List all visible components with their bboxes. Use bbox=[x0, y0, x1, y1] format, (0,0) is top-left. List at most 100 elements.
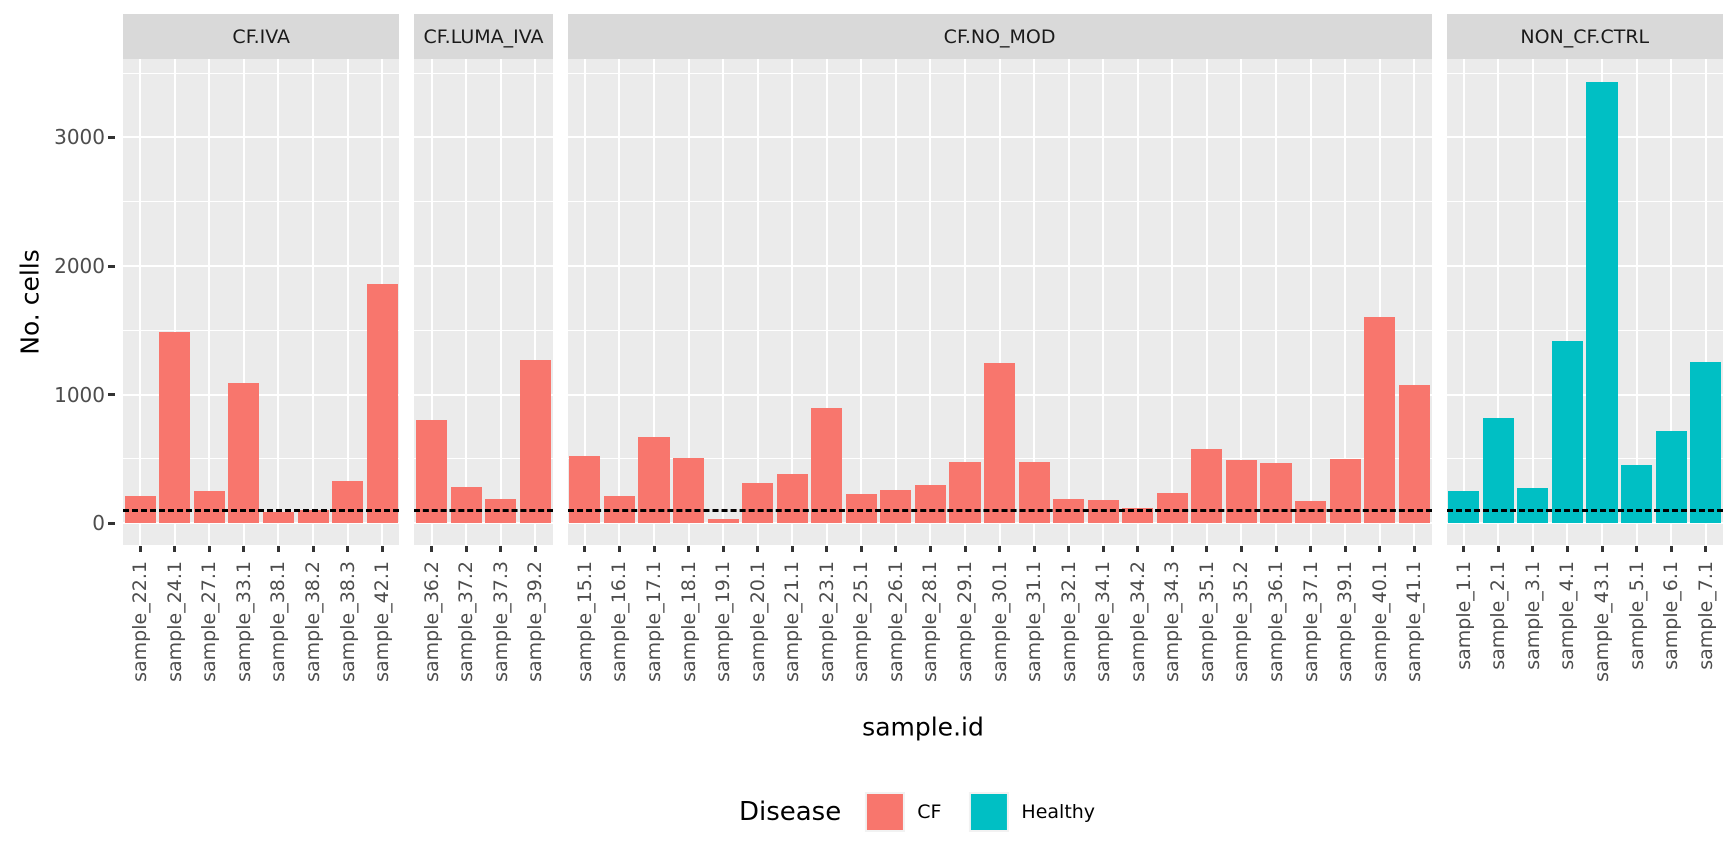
bar-sample_26.1 bbox=[880, 490, 912, 524]
x-tick-mark bbox=[1239, 546, 1243, 552]
bar-sample_27.1 bbox=[193, 491, 225, 524]
x-tick-label: sample_34.1 bbox=[1092, 561, 1115, 682]
bar-sample_7.1 bbox=[1690, 362, 1722, 524]
x-tick-label: sample_26.1 bbox=[884, 561, 907, 682]
x-major-gridline bbox=[825, 59, 828, 545]
x-tick-label: sample_24.1 bbox=[163, 561, 186, 682]
x-tick-label: sample_4.1 bbox=[1556, 561, 1579, 670]
x-major-gridline bbox=[964, 59, 967, 545]
x-major-gridline bbox=[1531, 59, 1534, 545]
x-major-gridline bbox=[1275, 59, 1278, 545]
major-gridline bbox=[1446, 393, 1723, 396]
x-tick-label: sample_22.1 bbox=[129, 561, 152, 682]
bar-sample_4.1 bbox=[1551, 340, 1584, 524]
bar-sample_35.2 bbox=[1225, 460, 1258, 524]
x-tick-label: sample_21.1 bbox=[781, 561, 804, 682]
x-tick-mark bbox=[1378, 546, 1382, 552]
major-gridline bbox=[1446, 265, 1723, 267]
bar-sample_38.1 bbox=[262, 511, 295, 524]
minor-gridline bbox=[1446, 329, 1723, 331]
major-gridline bbox=[414, 393, 553, 396]
y-tick-mark bbox=[108, 393, 115, 397]
bar-sample_33.1 bbox=[228, 383, 260, 524]
x-tick-mark bbox=[1412, 546, 1416, 552]
x-tick-mark bbox=[242, 546, 246, 552]
x-major-gridline bbox=[1136, 59, 1139, 545]
bar-sample_39.2 bbox=[519, 359, 551, 524]
x-major-gridline bbox=[499, 59, 502, 545]
threshold-dashed-line bbox=[414, 508, 553, 512]
x-tick-label: sample_33.1 bbox=[232, 561, 255, 682]
x-major-gridline bbox=[312, 59, 315, 545]
minor-gridline bbox=[414, 329, 553, 331]
x-major-gridline bbox=[722, 59, 725, 545]
y-tick-label: 3000 bbox=[54, 125, 105, 150]
facet-strip-label: CF.LUMA_IVA bbox=[423, 25, 544, 48]
x-major-gridline bbox=[1067, 59, 1070, 545]
x-major-gridline bbox=[534, 59, 537, 545]
threshold-dashed-line bbox=[567, 508, 1432, 512]
y-tick-mark bbox=[108, 264, 115, 268]
bar-sample_5.1 bbox=[1621, 464, 1653, 524]
x-tick-label: sample_18.1 bbox=[677, 561, 700, 682]
x-major-gridline bbox=[894, 59, 897, 545]
x-tick-label: sample_25.1 bbox=[850, 561, 873, 682]
major-gridline bbox=[123, 265, 400, 267]
x-tick-label: sample_42.1 bbox=[371, 561, 394, 682]
y-tick-mark bbox=[108, 135, 115, 139]
x-tick-mark bbox=[464, 546, 468, 552]
legend-label: CF bbox=[917, 801, 942, 823]
minor-gridline bbox=[1446, 201, 1723, 203]
bar-sample_38.2 bbox=[297, 510, 329, 524]
bar-sample_18.1 bbox=[673, 457, 705, 524]
major-gridline bbox=[123, 136, 400, 139]
y-tick-label: 1000 bbox=[54, 382, 105, 407]
legend-key bbox=[865, 792, 906, 832]
legend-swatch-CF bbox=[867, 794, 904, 830]
y-tick-mark bbox=[108, 521, 115, 525]
x-tick-label: sample_19.1 bbox=[712, 561, 735, 682]
bar-sample_6.1 bbox=[1655, 430, 1687, 524]
y-tick-label: 2000 bbox=[54, 254, 105, 278]
x-tick-label: sample_7.1 bbox=[1694, 561, 1717, 670]
x-tick-mark bbox=[1635, 546, 1639, 552]
legend-entries: CF Healthy bbox=[865, 792, 1107, 832]
x-major-gridline bbox=[1344, 59, 1347, 545]
x-tick-label: sample_37.1 bbox=[1299, 561, 1322, 682]
x-tick-mark bbox=[346, 546, 350, 552]
x-tick-label: sample_30.1 bbox=[988, 561, 1011, 682]
x-tick-label: sample_35.2 bbox=[1230, 561, 1253, 682]
x-major-gridline bbox=[583, 59, 586, 545]
x-tick-label: sample_38.2 bbox=[302, 561, 325, 682]
facet-panel bbox=[567, 59, 1432, 545]
x-tick-label: sample_15.1 bbox=[573, 561, 596, 682]
x-tick-mark bbox=[1565, 546, 1569, 552]
x-major-gridline bbox=[998, 59, 1001, 545]
bar-sample_29.1 bbox=[949, 462, 981, 524]
x-tick-label: sample_41.1 bbox=[1403, 561, 1426, 682]
facet-CF.NO_MOD: CF.NO_MOD sample_15.1 sample_16.1 sample_17… bbox=[567, 14, 1432, 703]
x-tick-mark bbox=[1170, 546, 1174, 552]
x-tick-label: sample_34.2 bbox=[1126, 561, 1149, 682]
major-gridline bbox=[414, 265, 553, 267]
x-tick-label: sample_16.1 bbox=[608, 561, 631, 682]
facet-strip: CF.NO_MOD bbox=[567, 14, 1432, 59]
x-tick-mark bbox=[859, 546, 863, 552]
x-major-gridline bbox=[756, 59, 759, 545]
x-major-gridline bbox=[653, 59, 656, 545]
x-axis-tick-labels: sample_36.2 sample_37.2 sample_37.3 sample_… bbox=[414, 553, 552, 703]
x-major-gridline bbox=[929, 59, 932, 545]
x-axis-tick-labels: sample_22.1 sample_24.1 sample_27.1 sample_… bbox=[123, 553, 399, 703]
major-gridline bbox=[123, 393, 400, 396]
x-major-gridline bbox=[860, 59, 863, 545]
x-tick-mark bbox=[207, 546, 211, 552]
bar-sample_40.1 bbox=[1364, 317, 1396, 524]
bar-sample_23.1 bbox=[811, 408, 843, 524]
bar-sample_42.1 bbox=[366, 284, 398, 524]
x-tick-mark bbox=[1496, 546, 1500, 552]
x-tick-mark bbox=[1032, 546, 1036, 552]
x-tick-mark bbox=[430, 546, 434, 552]
minor-gridline bbox=[414, 458, 553, 460]
x-major-gridline bbox=[1205, 59, 1208, 545]
